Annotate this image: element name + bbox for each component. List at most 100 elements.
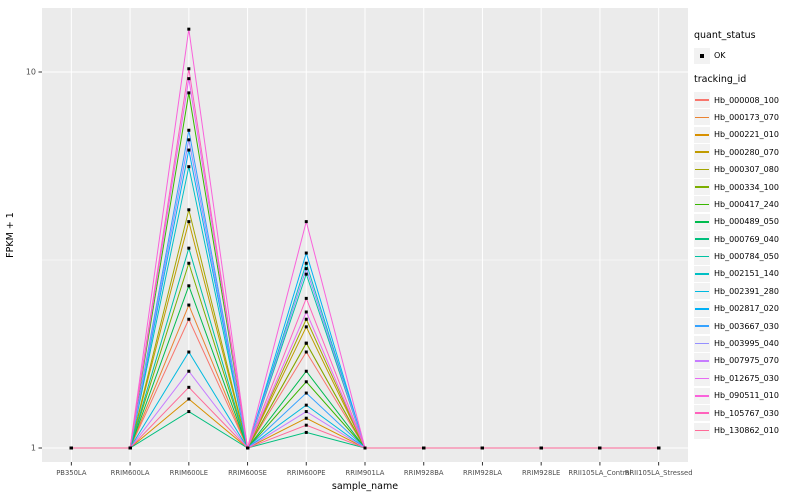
data-point bbox=[187, 91, 191, 95]
data-point bbox=[187, 385, 191, 389]
x-tick-label: RRIM600PE bbox=[287, 469, 326, 477]
legend-item: Hb_000173_070 bbox=[694, 109, 798, 126]
x-axis-title: sample_name bbox=[332, 481, 398, 492]
data-point bbox=[187, 350, 191, 354]
data-point bbox=[304, 380, 308, 384]
legend-line-swatch bbox=[695, 360, 709, 362]
legend-line-swatch bbox=[695, 116, 709, 119]
data-point bbox=[304, 410, 308, 414]
x-tick-label: RRIM600LA bbox=[111, 469, 150, 477]
data-point bbox=[304, 272, 308, 276]
y-tick-label: 10 bbox=[26, 68, 36, 77]
legend-item: Hb_000280_070 bbox=[694, 144, 798, 161]
data-point bbox=[187, 27, 191, 31]
legend-key-box bbox=[694, 300, 710, 317]
legend-item: Hb_000008_100 bbox=[694, 91, 798, 109]
x-tick-label: RRIM600LE bbox=[170, 469, 208, 477]
data-point bbox=[187, 284, 191, 288]
legend-key-box bbox=[694, 265, 710, 282]
data-point bbox=[304, 430, 308, 434]
legend-key-box bbox=[694, 335, 710, 352]
legend-key-box bbox=[694, 109, 710, 126]
legend-item-label: OK bbox=[714, 51, 726, 61]
data-point bbox=[304, 416, 308, 420]
data-point bbox=[539, 446, 543, 450]
legend-key-box bbox=[694, 352, 710, 369]
data-point bbox=[187, 138, 191, 142]
legend-key-box bbox=[694, 144, 710, 161]
data-point bbox=[304, 267, 308, 271]
data-point bbox=[304, 325, 308, 329]
legend-line-swatch bbox=[695, 273, 709, 275]
legend-item-label: Hb_130862_010 bbox=[714, 426, 779, 435]
legend-line-swatch bbox=[695, 412, 709, 414]
legend-item-label: Hb_003667_030 bbox=[714, 321, 779, 331]
legend-item: Hb_105767_030 bbox=[694, 404, 798, 422]
legend-item-label: Hb_000173_070 bbox=[714, 112, 779, 122]
legend-item: Hb_007975_070 bbox=[694, 352, 798, 369]
data-point bbox=[187, 128, 191, 132]
x-tick-label: RRIM928LE bbox=[522, 469, 560, 477]
legend-line-swatch bbox=[695, 377, 709, 380]
legend-title-tracking-id: tracking_id bbox=[694, 74, 747, 86]
data-point bbox=[304, 296, 308, 300]
legend-item-label: Hb_003995_040 bbox=[714, 339, 779, 349]
legend-line-swatch bbox=[695, 325, 709, 327]
data-point bbox=[304, 350, 308, 354]
data-point bbox=[304, 251, 308, 255]
legend-key-box bbox=[694, 387, 710, 404]
legend-item-label: Hb_000307_080 bbox=[714, 165, 779, 175]
data-point bbox=[187, 317, 191, 321]
legend-item: Hb_002391_280 bbox=[694, 283, 798, 300]
data-point bbox=[69, 446, 73, 450]
legend-item: Hb_000489_050 bbox=[694, 213, 798, 230]
legend-item: Hb_000784_050 bbox=[694, 248, 798, 265]
data-point bbox=[304, 423, 308, 427]
data-point bbox=[187, 397, 191, 401]
legend-key-box bbox=[694, 126, 710, 143]
legend-item-quant-ok: OK bbox=[694, 47, 798, 64]
legend-line-swatch bbox=[695, 290, 709, 293]
legend-item-label: Hb_000221_010 bbox=[714, 130, 779, 140]
legend-key-box bbox=[694, 92, 710, 109]
y-tick-label: 1 bbox=[31, 444, 36, 453]
legend-item: Hb_000769_040 bbox=[694, 231, 798, 248]
legend-line-swatch bbox=[695, 238, 709, 240]
legend-key-box bbox=[694, 179, 710, 196]
legend-line-swatch bbox=[695, 203, 709, 206]
legend-key-box bbox=[694, 196, 710, 213]
legend-key-box bbox=[694, 405, 710, 422]
legend-item: Hb_130862_010 bbox=[694, 422, 798, 439]
legend-item: Hb_000417_240 bbox=[694, 196, 798, 213]
data-point bbox=[363, 446, 367, 450]
data-point bbox=[187, 148, 191, 152]
legend-item: Hb_003667_030 bbox=[694, 317, 798, 335]
legend-item: Hb_000334_100 bbox=[694, 178, 798, 196]
data-point bbox=[422, 446, 426, 450]
data-point bbox=[187, 369, 191, 373]
legend-tracking-items: Hb_000008_100 Hb_000173_070 Hb_000221_010 H… bbox=[694, 91, 798, 439]
x-tick-label: RRIM928LA bbox=[463, 469, 502, 477]
legend-item-label: Hb_007975_070 bbox=[714, 356, 779, 366]
legend-key-box bbox=[694, 283, 710, 300]
legend-item-label: Hb_000280_070 bbox=[714, 147, 779, 157]
data-point bbox=[187, 261, 191, 265]
point-symbol-icon bbox=[700, 53, 704, 58]
data-point bbox=[304, 391, 308, 395]
data-point bbox=[246, 446, 250, 450]
y-axis-title: FPKM + 1 bbox=[5, 212, 16, 258]
legend-section-tracking-id: tracking_id Hb_000008_100 Hb_000173_070 Hb… bbox=[694, 74, 798, 439]
data-point bbox=[187, 303, 191, 307]
legend-key-box bbox=[694, 318, 710, 335]
plot-panel: 1 10 PB350LA RRIM600LA RRIM600LE RRIM600SE RRI… bbox=[26, 8, 693, 477]
legend-line-swatch bbox=[695, 134, 709, 136]
x-tick-label: RRII105LA_Stressed bbox=[625, 469, 693, 477]
data-point bbox=[187, 67, 191, 71]
data-point bbox=[128, 446, 132, 450]
legend-item-label: Hb_012675_030 bbox=[714, 373, 779, 383]
legend-item-label: Hb_002151_140 bbox=[714, 269, 779, 279]
legend-item-label: Hb_002817_020 bbox=[714, 304, 779, 314]
legend-key-box bbox=[694, 248, 710, 265]
